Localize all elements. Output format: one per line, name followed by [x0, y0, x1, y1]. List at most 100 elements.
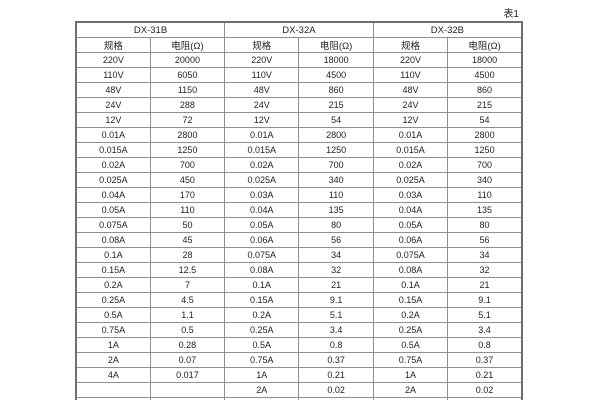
spec-cell: 110V — [75, 67, 151, 83]
spec-cell: 24V — [372, 97, 449, 113]
spec-cell: 24V — [75, 97, 151, 113]
resistance-cell: 4500 — [298, 67, 374, 83]
spec-cell: 0.01A — [372, 127, 449, 143]
spec-cell: 0.75A — [224, 352, 300, 368]
spec-cell: 0.25A — [372, 322, 449, 338]
group-header-dx32a: DX-32A — [224, 21, 374, 38]
table-row: 0.05A 110 0.04A 135 0.04A 135 — [75, 202, 523, 218]
table-row: 110V 6050 110V 4500 110V 4500 — [75, 67, 523, 83]
spec-cell: 0.025A — [372, 172, 449, 188]
spec-cell: 0.75A — [372, 352, 449, 368]
table-row: 2A 0.07 0.75A 0.37 0.75A 0.37 — [75, 352, 523, 368]
resistance-cell: 5.1 — [447, 307, 523, 323]
spec-cell: 0.08A — [75, 232, 151, 248]
resistance-cell: 56 — [298, 232, 374, 248]
spec-cell: 48V — [224, 82, 300, 98]
spec-cell: 0.05A — [224, 217, 300, 233]
resistance-cell — [149, 382, 226, 398]
spec-cell: 0.04A — [75, 187, 151, 203]
spec-cell: 110V — [372, 67, 449, 83]
resistance-cell: 135 — [447, 202, 523, 218]
resistance-cell: 1250 — [447, 142, 523, 158]
spec-cell: 0.015A — [224, 142, 300, 158]
table-row: 0.15A 12.5 0.08A 32 0.08A 32 — [75, 262, 523, 278]
resistance-cell: 9.1 — [447, 292, 523, 308]
spec-cell: 0.25A — [75, 292, 151, 308]
table-row: 0.25A 4.5 0.15A 9.1 0.15A 9.1 — [75, 292, 523, 308]
resistance-cell: 340 — [298, 172, 374, 188]
resistance-cell: 450 — [149, 172, 226, 188]
resistance-cell: 18000 — [447, 52, 523, 68]
spec-cell: 2A — [372, 382, 449, 398]
resistance-cell: 28 — [149, 247, 226, 263]
resistance-cell: 860 — [298, 82, 374, 98]
group-header-dx31b: DX-31B — [75, 21, 226, 38]
table-row: 12V 72 12V 54 12V 54 — [75, 112, 523, 128]
table-caption: 表1 — [503, 9, 519, 20]
resistance-cell: 0.5 — [149, 322, 226, 338]
spec-cell: 0.15A — [75, 262, 151, 278]
spec-cell: 0.75A — [75, 322, 151, 338]
resistance-cell: 12.5 — [149, 262, 226, 278]
resistance-cell: 80 — [447, 217, 523, 233]
resistance-cell: 21 — [447, 277, 523, 293]
column-header-row: 规格 电阻(Ω) 规格 电阻(Ω) 规格 电阻(Ω) — [75, 37, 523, 53]
spec-cell: 48V — [75, 82, 151, 98]
spec-cell: 2A — [224, 382, 300, 398]
table-row: 4A 0.017 1A 0.21 1A 0.21 — [75, 367, 523, 383]
resistance-cell: 110 — [149, 202, 226, 218]
resistance-cell: 1250 — [149, 142, 226, 158]
resistance-cell: 0.21 — [447, 367, 523, 383]
resistance-cell: 215 — [298, 97, 374, 113]
spec-cell: 0.04A — [224, 202, 300, 218]
resistance-cell: 34 — [298, 247, 374, 263]
spec-cell: 1A — [372, 367, 449, 383]
spec-cell: 0.04A — [372, 202, 449, 218]
resistance-cell: 4.5 — [149, 292, 226, 308]
table-row: 48V 1150 48V 860 48V 860 — [75, 82, 523, 98]
resistance-cell: 9.1 — [298, 292, 374, 308]
spec-cell: 220V — [372, 52, 449, 68]
resistance-cell: 3.4 — [298, 322, 374, 338]
resistance-cell: 288 — [149, 97, 226, 113]
resistance-cell: 34 — [447, 247, 523, 263]
resistance-cell: 72 — [149, 112, 226, 128]
spec-cell: 0.2A — [224, 307, 300, 323]
resistance-cell: 0.8 — [298, 337, 374, 353]
table-row: 0.025A 450 0.025A 340 0.025A 340 — [75, 172, 523, 188]
resistance-column-header: 电阻(Ω) — [298, 37, 374, 53]
resistance-spec-table: DX-31B DX-32A DX-32B 规格 电阻(Ω) 规格 电阻(Ω) 规… — [75, 21, 523, 400]
resistance-cell: 0.018 — [447, 397, 523, 400]
resistance-cell: 18000 — [298, 52, 374, 68]
resistance-cell: 20000 — [149, 52, 226, 68]
resistance-column-header: 电阻(Ω) — [149, 37, 226, 53]
resistance-cell: 340 — [447, 172, 523, 188]
resistance-cell: 1150 — [149, 82, 226, 98]
resistance-cell: 6050 — [149, 67, 226, 83]
table-row: 0.2A 7 0.1A 21 0.1A 21 — [75, 277, 523, 293]
resistance-cell: 80 — [298, 217, 374, 233]
resistance-cell: 1.1 — [149, 307, 226, 323]
resistance-cell: 54 — [447, 112, 523, 128]
table-body: 220V 20000 220V 18000 220V 18000 110V 6050 110V 4… — [75, 52, 523, 400]
spec-cell: 0.015A — [75, 142, 151, 158]
resistance-cell: 50 — [149, 217, 226, 233]
spec-cell: 0.15A — [224, 292, 300, 308]
resistance-cell: 7 — [149, 277, 226, 293]
spec-cell: 0.08A — [224, 262, 300, 278]
spec-cell: 48V — [372, 82, 449, 98]
resistance-cell: 0.21 — [298, 367, 374, 383]
table-row: 0.015A 1250 0.015A 1250 0.015A 1250 — [75, 142, 523, 158]
spec-cell: 0.05A — [372, 217, 449, 233]
table-row: 0.75A 0.5 0.25A 3.4 0.25A 3.4 — [75, 322, 523, 338]
spec-cell: 0.08A — [372, 262, 449, 278]
spec-cell: 0.5A — [372, 337, 449, 353]
spec-cell: 0.02A — [75, 157, 151, 173]
spec-cell: 0.06A — [224, 232, 300, 248]
spec-column-header: 规格 — [372, 37, 449, 53]
spec-cell: 0.2A — [372, 307, 449, 323]
resistance-cell: 135 — [298, 202, 374, 218]
spec-cell: 12V — [224, 112, 300, 128]
spec-cell: 12V — [372, 112, 449, 128]
